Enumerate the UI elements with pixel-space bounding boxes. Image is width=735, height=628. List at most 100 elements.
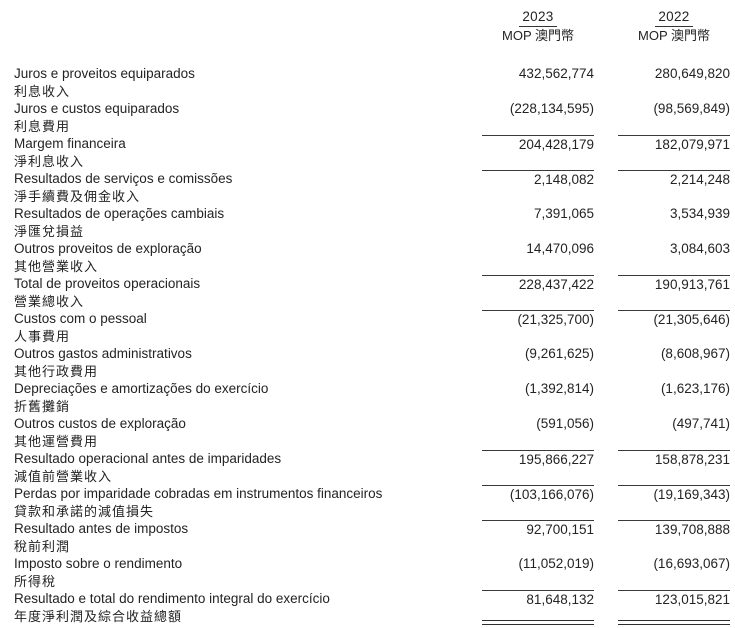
row-label-zh: 貸款和承諾的減值損失 — [14, 503, 155, 519]
statement-row: Juros e proveitos equiparados 利息收入 432,5… — [14, 65, 730, 100]
row-label-zh: 稅前利潤 — [14, 538, 71, 554]
statement-row: Custos com o pessoal 人事費用 (21,325,700) (… — [14, 310, 730, 345]
row-label-zh: 其他營業收入 — [14, 258, 99, 274]
row-value-2023: 228,437,422 — [482, 275, 594, 294]
row-label-pt: Custos com o pessoal — [14, 311, 147, 326]
row-label-zh: 折舊攤銷 — [14, 398, 71, 414]
row-label-pt: Resultado antes de impostos — [14, 521, 189, 536]
row-value-2022: (98,569,849) — [653, 101, 730, 116]
row-value-2022: 123,015,821 — [618, 590, 730, 609]
statement-row: Margem financeira 淨利息收入 204,428,179 182,… — [14, 135, 730, 170]
statement-row: Resultado e total do rendimento integral… — [14, 590, 730, 625]
statement-row: Outros custos de exploração 其他運營費用 (591,… — [14, 415, 730, 450]
row-labels: Outros proveitos de exploração 其他營業收入 — [14, 240, 482, 275]
row-label-zh: 營業總收入 — [14, 293, 85, 309]
row-value-2022: (497,741) — [672, 416, 730, 431]
row-label-pt: Resultados de serviços e comissões — [14, 171, 233, 186]
row-label-pt: Total de proveitos operacionais — [14, 276, 201, 291]
row-labels: Margem financeira 淨利息收入 — [14, 135, 482, 170]
row-value-2023: 432,562,774 — [518, 66, 594, 81]
row-labels: Juros e custos equiparados 利息費用 — [14, 100, 482, 135]
statement-row: Imposto sobre o rendimento 所得稅 (11,052,0… — [14, 555, 730, 590]
statement-row: Resultado operacional antes de imparidad… — [14, 450, 730, 485]
row-label-zh: 其他行政費用 — [14, 363, 99, 379]
statement-rows: Juros e proveitos equiparados 利息收入 432,5… — [14, 65, 730, 625]
currency-label-2022: MOP 澳門幣 — [638, 28, 710, 43]
row-value-2023: (11,052,019) — [518, 556, 594, 571]
closing-rule-row — [14, 620, 730, 625]
row-value-2023: (21,325,700) — [482, 310, 594, 329]
row-label-pt: Resultado operacional antes de imparidad… — [14, 451, 282, 466]
row-value-2023: (228,134,595) — [509, 101, 594, 116]
currency-label-2023: MOP 澳門幣 — [502, 28, 574, 43]
row-label-zh: 年度淨利潤及綜合收益總額 — [14, 608, 183, 624]
row-label-pt: Margem financeira — [14, 136, 126, 151]
statement-row: Resultados de operações cambiais 淨匯兌損益 7… — [14, 205, 730, 240]
statement-row: Juros e custos equiparados 利息費用 (228,134… — [14, 100, 730, 135]
row-labels: Outros gastos administrativos 其他行政費用 — [14, 345, 482, 380]
row-value-2023: 7,391,065 — [533, 206, 594, 221]
row-label-pt: Imposto sobre o rendimento — [14, 556, 183, 571]
double-rule-2022 — [618, 620, 730, 625]
row-labels: Outros custos de exploração 其他運營費用 — [14, 415, 482, 450]
row-label-zh: 所得稅 — [14, 573, 57, 589]
statement-row: Outros proveitos de exploração 其他營業收入 14… — [14, 240, 730, 275]
row-label-pt: Resultados de operações cambiais — [14, 206, 225, 221]
row-label-pt: Juros e proveitos equiparados — [14, 66, 195, 81]
row-value-2022: (16,693,067) — [653, 556, 730, 571]
row-value-2022: 182,079,971 — [618, 135, 730, 154]
row-value-2023: 2,148,082 — [482, 170, 594, 189]
row-labels: Custos com o pessoal 人事費用 — [14, 310, 482, 345]
row-value-2022: 3,534,939 — [669, 206, 730, 221]
row-label-pt: Resultado e total do rendimento integral… — [14, 591, 330, 606]
column-header-2022: 2022 MOP 澳門幣 — [618, 8, 730, 44]
year-label-2022: 2022 — [655, 9, 693, 27]
row-value-2022: 190,913,761 — [618, 275, 730, 294]
row-value-2022: 2,214,248 — [618, 170, 730, 189]
row-labels: Resultado antes de impostos 稅前利潤 — [14, 520, 482, 555]
row-value-2022: 3,084,603 — [669, 241, 730, 256]
row-value-2022: 158,878,231 — [618, 450, 730, 469]
row-value-2023: 14,470,096 — [526, 241, 594, 256]
row-label-zh: 淨匯兌損益 — [14, 223, 85, 239]
row-label-zh: 其他運營費用 — [14, 433, 99, 449]
row-labels: Depreciações e amortizações do exercício… — [14, 380, 482, 415]
year-label-2023: 2023 — [519, 9, 557, 27]
double-rule-2023 — [482, 620, 594, 625]
row-label-zh: 淨手續費及佣金收入 — [14, 188, 141, 204]
statement-row: Total de proveitos operacionais 營業總收入 22… — [14, 275, 730, 310]
closing-rule-col-2022 — [618, 620, 730, 625]
row-labels: Total de proveitos operacionais 營業總收入 — [14, 275, 482, 310]
row-label-pt: Perdas por imparidade cobradas em instru… — [14, 486, 383, 501]
row-label-zh: 減值前營業收入 — [14, 468, 113, 484]
statement-row: Perdas por imparidade cobradas em instru… — [14, 485, 730, 520]
row-value-2023: 195,866,227 — [482, 450, 594, 469]
row-labels: Imposto sobre o rendimento 所得稅 — [14, 555, 482, 590]
row-label-zh: 利息費用 — [14, 118, 71, 134]
row-value-2023: 204,428,179 — [482, 135, 594, 154]
row-label-zh: 人事費用 — [14, 328, 71, 344]
statement-row: Depreciações e amortizações do exercício… — [14, 380, 730, 415]
row-value-2022: (1,623,176) — [660, 381, 730, 396]
statement-row: Outros gastos administrativos 其他行政費用 (9,… — [14, 345, 730, 380]
row-value-2022: 139,708,888 — [618, 520, 730, 539]
row-value-2023: (103,166,076) — [482, 485, 594, 504]
row-label-pt: Outros proveitos de exploração — [14, 241, 202, 256]
row-value-2022: (19,169,343) — [618, 485, 730, 504]
row-label-zh: 利息收入 — [14, 83, 71, 99]
row-value-2023: (1,392,814) — [524, 381, 594, 396]
row-labels: Juros e proveitos equiparados 利息收入 — [14, 65, 482, 100]
row-value-2022: 280,649,820 — [654, 66, 730, 81]
statement-row: Resultados de serviços e comissões 淨手續費及… — [14, 170, 730, 205]
row-labels: Resultado operacional antes de imparidad… — [14, 450, 482, 485]
row-labels: Resultados de serviços e comissões 淨手續費及… — [14, 170, 482, 205]
row-label-pt: Depreciações e amortizações do exercício — [14, 381, 269, 396]
row-labels: Resultado e total do rendimento integral… — [14, 590, 482, 625]
row-label-pt: Outros custos de exploração — [14, 416, 186, 431]
row-label-pt: Juros e custos equiparados — [14, 101, 180, 116]
row-label-zh: 淨利息收入 — [14, 153, 85, 169]
row-value-2022: (21,305,646) — [618, 310, 730, 329]
row-value-2023: (9,261,625) — [524, 346, 594, 361]
row-value-2022: (8,608,967) — [660, 346, 730, 361]
